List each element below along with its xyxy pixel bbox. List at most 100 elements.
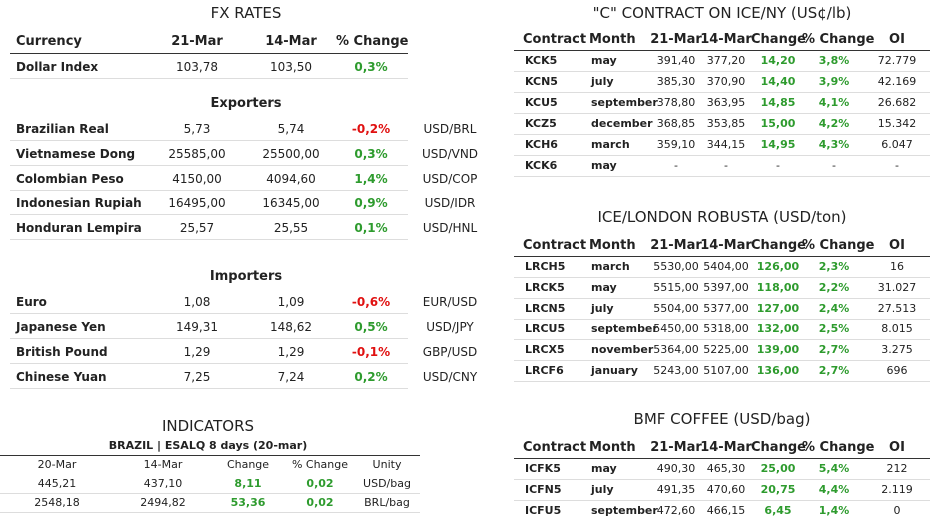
contract-code: KCU5	[525, 96, 558, 109]
cell: 5504,00	[653, 301, 699, 315]
rule	[514, 256, 930, 257]
contract-code: KCH6	[525, 138, 558, 151]
section-title: FX RATES	[210, 4, 282, 22]
cell: USD/HNL	[422, 221, 478, 236]
column-header: Unity	[372, 458, 402, 471]
cell: GBP/USD	[422, 345, 478, 359]
rule	[514, 297, 930, 299]
cell: 378,80	[656, 96, 696, 109]
rule	[10, 239, 408, 241]
column-header: % Change	[802, 238, 875, 253]
rule	[514, 500, 930, 501]
cell: 0,02	[306, 477, 334, 490]
cell: 25,00	[760, 462, 796, 475]
column-header: 20-Mar	[37, 458, 77, 471]
rule	[0, 512, 420, 513]
contract-code: KCN5	[525, 75, 558, 88]
cell: 0,5%	[354, 320, 388, 334]
cell: 2,2%	[818, 280, 850, 294]
column-header: 21-Mar	[650, 440, 702, 455]
column-header: 14-Mar	[700, 32, 752, 47]
cell: 2548,18	[34, 496, 80, 509]
rule	[0, 455, 420, 456]
column-header: Change	[751, 238, 806, 253]
cell: 391,40	[656, 54, 696, 67]
section-title: ICE/LONDON ROBUSTA (USD/ton)	[597, 208, 847, 226]
cell: march	[591, 138, 630, 151]
cell: 1,08	[183, 295, 211, 309]
cell: 5318,00	[703, 322, 749, 336]
cell: 465,30	[706, 462, 746, 475]
cell: USD/BRL	[423, 122, 477, 136]
cell: may	[591, 54, 617, 67]
rule	[514, 381, 930, 382]
cell: -0,1%	[351, 345, 391, 359]
cell: 5515,00	[653, 280, 699, 294]
contract-code: ICFN5	[525, 483, 562, 496]
cell: december	[591, 117, 653, 130]
rule	[10, 164, 408, 166]
cell: january	[591, 364, 638, 377]
cell: 370,90	[706, 75, 746, 88]
cell: 8,11	[234, 477, 262, 490]
cell: 103,50	[270, 60, 312, 74]
contract-code: LRCU5	[525, 322, 566, 336]
cell: 2.119	[881, 483, 913, 496]
rule	[514, 50, 930, 51]
row-label: Euro	[16, 295, 47, 309]
column-header: Change	[751, 32, 806, 47]
cell: BRL/bag	[364, 496, 410, 509]
column-header: 14-Mar	[265, 34, 317, 49]
cell: 4,1%	[818, 96, 850, 109]
cell: 1,4%	[818, 504, 850, 517]
rule	[10, 53, 408, 54]
cell: 14,95	[760, 138, 796, 151]
rule	[514, 92, 930, 93]
cell: 377,20	[706, 54, 746, 67]
column-header: 14-Mar	[700, 238, 752, 253]
cell: september	[591, 504, 658, 517]
cell: 16	[890, 260, 904, 273]
cell: 472,60	[656, 504, 696, 517]
cell: 5,74	[277, 122, 305, 136]
column-header: % Change	[336, 34, 409, 49]
cell: USD/JPY	[426, 320, 474, 334]
cell: 139,00	[756, 343, 800, 357]
cell: 15.342	[877, 117, 917, 130]
cell: -	[724, 159, 728, 172]
cell: 437,10	[143, 477, 183, 490]
row-label: Honduran Lempira	[16, 221, 142, 236]
contract-code: KCK5	[525, 54, 558, 67]
row-label: Colombian Peso	[16, 171, 124, 186]
cell: 127,00	[756, 301, 800, 315]
cell: 72.779	[877, 54, 917, 67]
rule	[514, 155, 930, 156]
rule	[10, 338, 408, 339]
column-header: Contract	[523, 440, 587, 455]
column-header: 21-Mar	[650, 238, 702, 253]
rule	[10, 388, 408, 389]
section-title: INDICATORS	[161, 417, 255, 435]
cell: march	[591, 260, 630, 273]
row-label: Chinese Yuan	[16, 370, 107, 384]
cell: 5225,00	[703, 343, 749, 357]
cell: -	[674, 159, 678, 172]
rule	[514, 458, 930, 459]
column-header: % Change	[291, 458, 349, 471]
cell: 5,73	[183, 122, 211, 136]
cell: 0,9%	[354, 196, 388, 211]
cell: 5,4%	[818, 462, 850, 475]
rule	[0, 493, 420, 494]
row-label: British Pound	[16, 345, 108, 359]
column-header: 14-Mar	[143, 458, 183, 471]
cell: 2,4%	[818, 301, 850, 315]
column-header: Change	[751, 440, 806, 455]
cell: 0,3%	[354, 60, 388, 74]
contract-code: ICFU5	[525, 504, 562, 517]
cell: -	[895, 159, 899, 172]
cell: 14,85	[760, 96, 796, 109]
rule	[514, 479, 930, 480]
cell: -	[776, 159, 780, 172]
cell: -0,6%	[351, 295, 391, 309]
cell: 491,35	[656, 483, 696, 496]
